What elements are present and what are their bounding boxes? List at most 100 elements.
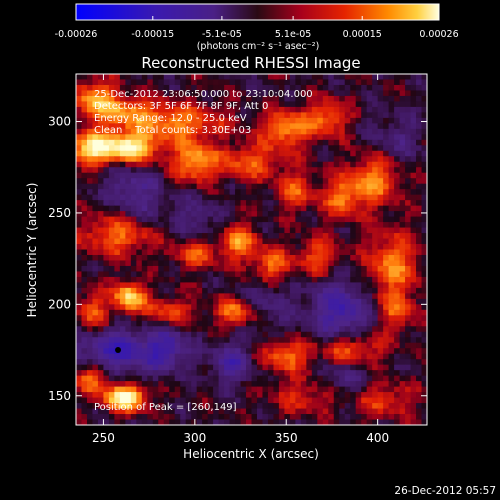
- heatmap-cell: [87, 145, 93, 151]
- heatmap-cell: [120, 239, 126, 245]
- heatmap-cell: [323, 370, 329, 376]
- heatmap-cell: [235, 348, 241, 354]
- heatmap-cell: [361, 255, 367, 261]
- heatmap-cell: [372, 392, 378, 398]
- heatmap-cell: [345, 85, 351, 91]
- heatmap-cell: [87, 403, 93, 409]
- heatmap-cell: [361, 211, 367, 217]
- heatmap-cell: [147, 173, 153, 179]
- heatmap-cell: [114, 370, 120, 376]
- heatmap-cell: [103, 365, 109, 371]
- heatmap-cell: [262, 178, 268, 184]
- heatmap-cell: [131, 156, 137, 162]
- heatmap-cell: [367, 96, 373, 102]
- heatmap-cell: [389, 277, 395, 283]
- heatmap-cell: [76, 101, 82, 107]
- heatmap-cell: [306, 250, 312, 256]
- heatmap-cell: [389, 107, 395, 113]
- heatmap-cell: [400, 200, 406, 206]
- heatmap-cell: [202, 381, 208, 387]
- heatmap-cell: [273, 381, 279, 387]
- heatmap-cell: [317, 337, 323, 343]
- heatmap-cell: [191, 392, 197, 398]
- heatmap-cell: [361, 112, 367, 118]
- heatmap-cell: [312, 409, 318, 415]
- heatmap-cell: [339, 217, 345, 223]
- heatmap-cell: [230, 271, 236, 277]
- heatmap-cell: [389, 414, 395, 420]
- heatmap-cell: [252, 250, 258, 256]
- heatmap-cell: [180, 387, 186, 393]
- heatmap-cell: [180, 145, 186, 151]
- heatmap-cell: [284, 359, 290, 365]
- heatmap-cell: [416, 85, 422, 91]
- heatmap-cell: [186, 145, 192, 151]
- heatmap-cell: [317, 178, 323, 184]
- heatmap-cell: [103, 222, 109, 228]
- heatmap-cell: [268, 228, 274, 234]
- heatmap-cell: [356, 233, 362, 239]
- heatmap-cell: [394, 387, 400, 393]
- heatmap-cell: [246, 162, 252, 168]
- heatmap-cell: [328, 271, 334, 277]
- heatmap-cell: [180, 195, 186, 201]
- heatmap-cell: [186, 140, 192, 146]
- heatmap-cell: [279, 354, 285, 360]
- heatmap-cell: [317, 260, 323, 266]
- heatmap-cell: [328, 74, 334, 80]
- heatmap-cell: [87, 321, 93, 327]
- heatmap-cell: [142, 343, 148, 349]
- heatmap-cell: [389, 332, 395, 338]
- heatmap-cell: [175, 211, 181, 217]
- heatmap-cell: [400, 140, 406, 146]
- heatmap-cell: [197, 304, 203, 310]
- heatmap-cell: [136, 195, 142, 201]
- heatmap-cell: [98, 299, 104, 305]
- heatmap-cell: [394, 167, 400, 173]
- heatmap-cell: [147, 359, 153, 365]
- heatmap-cell: [306, 255, 312, 261]
- heatmap-cell: [241, 244, 247, 250]
- heatmap-cell: [339, 129, 345, 135]
- heatmap-cell: [339, 140, 345, 146]
- heatmap-cell: [295, 112, 301, 118]
- heatmap-cell: [257, 370, 263, 376]
- heatmap-cell: [180, 315, 186, 321]
- heatmap-cell: [334, 118, 340, 124]
- heatmap-cell: [405, 381, 411, 387]
- heatmap-cell: [109, 178, 115, 184]
- heatmap-cell: [323, 101, 329, 107]
- plot-timestamp: 26-Dec-2012 05:57: [394, 485, 496, 497]
- heatmap-cell: [323, 398, 329, 404]
- heatmap-cell: [367, 101, 373, 107]
- heatmap-cell: [81, 337, 87, 343]
- heatmap-cell: [241, 354, 247, 360]
- heatmap-cell: [235, 414, 241, 420]
- heatmap-cell: [389, 398, 395, 404]
- heatmap-cell: [103, 260, 109, 266]
- heatmap-cell: [361, 145, 367, 151]
- heatmap-cell: [273, 299, 279, 305]
- heatmap-cell: [372, 321, 378, 327]
- heatmap-cell: [416, 392, 422, 398]
- heatmap-cell: [405, 145, 411, 151]
- colorbar-tick-label: -0.00026: [55, 29, 98, 40]
- heatmap-cell: [142, 140, 148, 146]
- heatmap-cell: [125, 293, 131, 299]
- heatmap-cell: [268, 162, 274, 168]
- heatmap-cell: [81, 354, 87, 360]
- heatmap-cell: [356, 244, 362, 250]
- heatmap-cell: [153, 282, 159, 288]
- heatmap-cell: [125, 173, 131, 179]
- heatmap-cell: [284, 332, 290, 338]
- heatmap-cell: [394, 217, 400, 223]
- heatmap-cell: [191, 271, 197, 277]
- heatmap-cell: [246, 387, 252, 393]
- heatmap-cell: [372, 129, 378, 135]
- heatmap-cell: [389, 321, 395, 327]
- heatmap-cell: [317, 277, 323, 283]
- heatmap-cell: [87, 271, 93, 277]
- heatmap-cell: [153, 381, 159, 387]
- heatmap-cell: [383, 370, 389, 376]
- heatmap-cell: [268, 222, 274, 228]
